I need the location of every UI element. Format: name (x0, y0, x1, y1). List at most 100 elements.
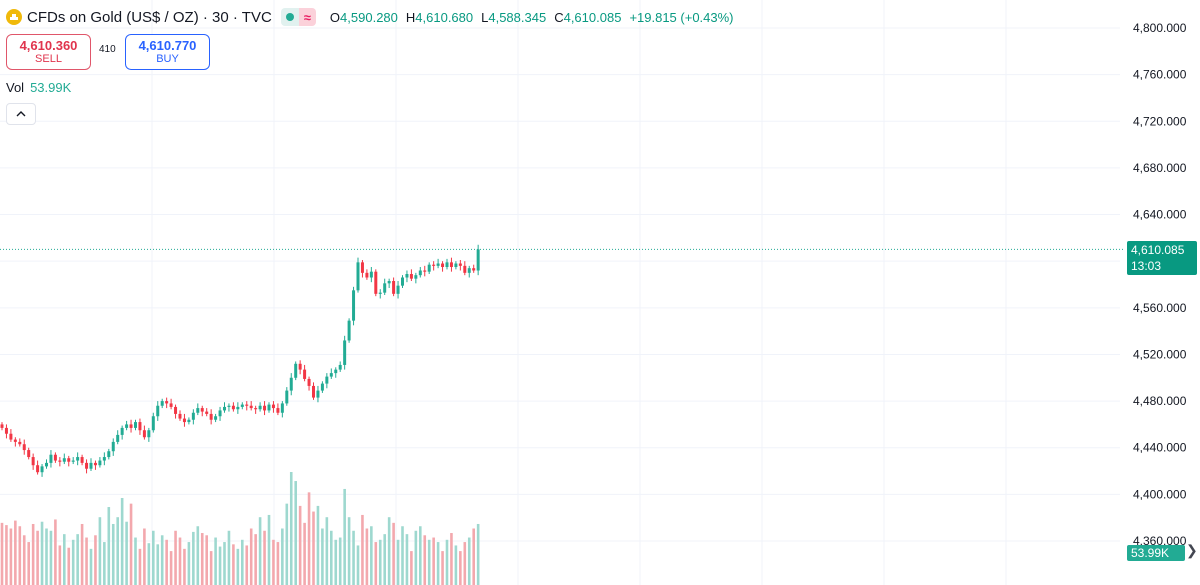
candle-body (441, 263, 445, 268)
candle-body (4, 427, 8, 434)
volume-bar (94, 535, 97, 585)
volume-bar (232, 544, 235, 585)
volume-bar (54, 519, 57, 585)
y-tick-label: 4,440.000 (1133, 441, 1187, 455)
candle-body (240, 404, 244, 407)
candle-body (160, 401, 164, 406)
candle-body (378, 292, 382, 294)
volume-bar (441, 551, 444, 585)
volume-bar (205, 535, 208, 585)
volume-bar (218, 546, 222, 585)
volume-bar (223, 542, 226, 585)
volume-bar (249, 528, 253, 585)
wave-icon[interactable]: ≈ (298, 8, 316, 26)
open-key: O (329, 9, 341, 25)
candle-body (463, 265, 467, 273)
candle-body (187, 419, 191, 423)
buy-button[interactable]: 4,610.770 BUY (125, 34, 210, 70)
candle-body (343, 340, 347, 365)
candle-body (369, 271, 373, 278)
volume-bar (134, 537, 137, 585)
volume-bar (392, 522, 395, 585)
candle-body (125, 424, 129, 428)
volume-bar (174, 530, 177, 585)
symbol-title[interactable]: CFDs on Gold (US$ / OZ) · 30 · TVC (27, 8, 272, 26)
market-open-dot-icon[interactable] (280, 8, 299, 26)
volume-bar (40, 521, 44, 585)
candle-body (156, 405, 160, 417)
change-value: +19.815 (+0.43%) (629, 9, 734, 25)
candle-body (329, 373, 333, 377)
y-tick-label: 4,720.000 (1133, 114, 1187, 128)
candle-body (36, 465, 40, 473)
candle-body (98, 460, 102, 466)
candle-body (223, 406, 226, 411)
volume-bar (36, 530, 39, 585)
volume-bar (258, 517, 262, 585)
y-tick-label: 4,680.000 (1133, 161, 1187, 175)
volume-bar (436, 542, 440, 585)
volume-bar (276, 542, 280, 585)
volume-bar (103, 542, 106, 585)
y-tick-label: 4,520.000 (1133, 347, 1187, 361)
candle-body (374, 271, 378, 294)
volume-bar (303, 522, 306, 585)
y-tick-label: 4,360.000 (1133, 534, 1187, 548)
candle-body (307, 378, 311, 386)
candle-body (280, 403, 284, 413)
volume-bar (472, 528, 475, 585)
candle-body (392, 281, 396, 294)
candle-body (289, 377, 293, 391)
volume-bar (450, 533, 453, 585)
candle-body (360, 262, 364, 273)
collapse-legend-button[interactable] (6, 103, 36, 125)
volume-value: 53.99K (30, 80, 72, 95)
volume-bar (116, 517, 119, 585)
volume-bar (374, 542, 378, 585)
volume-bar (312, 511, 315, 585)
volume-bar (263, 530, 266, 585)
candle-body (423, 270, 427, 272)
volume-bar (111, 523, 115, 585)
volume-bar (281, 528, 284, 585)
spread-value: 410 (99, 44, 116, 55)
volume-bar (63, 534, 66, 585)
candle-body (13, 439, 17, 442)
candle-body (174, 406, 178, 414)
volume-axis-tag: 53.99K (1127, 545, 1185, 561)
candle-body (151, 416, 155, 431)
sell-label: SELL (35, 53, 62, 65)
candle-body (396, 285, 400, 294)
candle-body (254, 408, 258, 410)
buy-price: 4,610.770 (138, 38, 197, 53)
high-key: H (405, 9, 416, 25)
volume-bar (0, 522, 4, 585)
volume-bar (476, 523, 480, 585)
volume-bar (138, 548, 142, 585)
candle-body (138, 422, 142, 431)
y-tick-label: 4,480.000 (1133, 394, 1187, 408)
candle-body (18, 441, 22, 445)
volume-bar (365, 528, 369, 585)
sell-button[interactable]: 4,610.360 SELL (6, 34, 91, 70)
candle-body (383, 283, 387, 293)
candle-body (258, 405, 262, 410)
candle-body (263, 405, 267, 411)
candle-body (303, 369, 307, 379)
volume-bar (120, 497, 124, 585)
candle-body (401, 277, 404, 286)
volume-bar (316, 505, 320, 585)
volume-bar (463, 542, 467, 585)
volume-bar (298, 505, 302, 585)
volume-bar (330, 530, 333, 585)
volume-bar (254, 534, 257, 585)
candle-body (214, 416, 218, 420)
y-tick-label: 4,760.000 (1133, 68, 1187, 82)
chevron-right-icon[interactable]: ❯ (1186, 542, 1198, 558)
candle-body (316, 390, 320, 398)
sell-price: 4,610.360 (19, 38, 78, 53)
candle-body (294, 363, 298, 378)
volume-bar (467, 537, 471, 585)
volume-bar (401, 526, 404, 585)
